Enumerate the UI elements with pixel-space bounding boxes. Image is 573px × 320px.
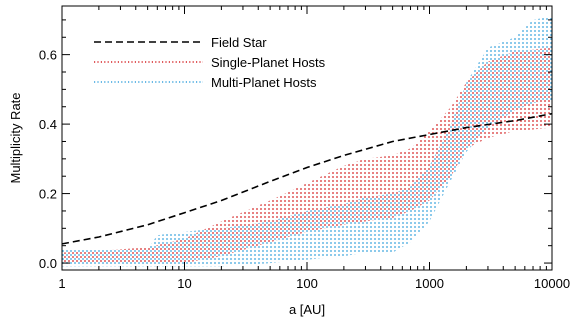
y-tick-label: 0.2 [39,187,57,202]
field-star-line [62,112,552,245]
y-tick-label: 0.4 [39,117,57,132]
x-tick-label: 10000 [534,276,570,291]
legend-label: Multi-Planet Hosts [211,75,317,90]
legend: Field Star Single-Planet Hosts Multi-Plane… [94,35,326,90]
lines-layer [62,112,552,245]
x-tick-label: 1000 [415,276,444,291]
multi-planet-band [62,16,552,267]
bands-layer [62,16,552,267]
x-tick-label: 1 [58,276,65,291]
ticks-layer: 1 10 100 1000 10000 0.0 0.2 0.4 0.6 [39,6,570,291]
x-tick-label: 10 [177,276,191,291]
y-axis-label: Multiplicity Rate [8,92,23,183]
x-tick-label: 100 [296,276,318,291]
x-axis-label: a [AU] [289,302,325,317]
legend-label: Field Star [211,35,267,50]
y-tick-label: 0.0 [39,256,57,271]
legend-label: Single-Planet Hosts [211,55,326,70]
y-tick-label: 0.6 [39,48,57,63]
